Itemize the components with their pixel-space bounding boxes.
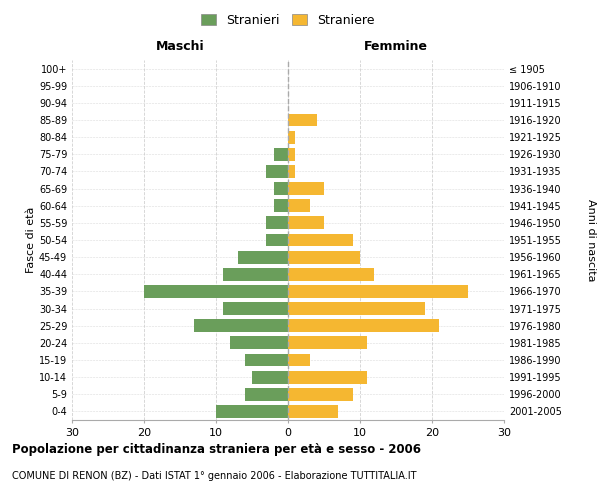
Bar: [288, 336, 367, 349]
Bar: [288, 250, 360, 264]
Bar: [288, 285, 468, 298]
Bar: [288, 354, 310, 366]
Bar: [274, 200, 288, 212]
Text: Popolazione per cittadinanza straniera per età e sesso - 2006: Popolazione per cittadinanza straniera p…: [12, 442, 421, 456]
Bar: [288, 302, 425, 315]
Bar: [223, 268, 288, 280]
Bar: [288, 370, 367, 384]
Bar: [245, 354, 288, 366]
Bar: [223, 302, 288, 315]
Bar: [274, 148, 288, 160]
Text: Maschi: Maschi: [155, 40, 205, 53]
Bar: [288, 216, 324, 230]
Bar: [288, 130, 295, 143]
Bar: [274, 182, 288, 195]
Bar: [288, 182, 324, 195]
Bar: [194, 320, 288, 332]
Bar: [252, 370, 288, 384]
Bar: [288, 114, 317, 126]
Bar: [216, 405, 288, 418]
Bar: [288, 234, 353, 246]
Bar: [288, 200, 310, 212]
Bar: [266, 165, 288, 178]
Bar: [288, 388, 353, 400]
Bar: [288, 268, 374, 280]
Bar: [288, 165, 295, 178]
Bar: [288, 148, 295, 160]
Bar: [144, 285, 288, 298]
Text: COMUNE DI RENON (BZ) - Dati ISTAT 1° gennaio 2006 - Elaborazione TUTTITALIA.IT: COMUNE DI RENON (BZ) - Dati ISTAT 1° gen…: [12, 471, 416, 481]
Text: Femmine: Femmine: [364, 40, 428, 53]
Bar: [288, 405, 338, 418]
Bar: [266, 234, 288, 246]
Bar: [288, 320, 439, 332]
Text: Anni di nascita: Anni di nascita: [586, 198, 596, 281]
Legend: Stranieri, Straniere: Stranieri, Straniere: [196, 8, 380, 32]
Bar: [230, 336, 288, 349]
Bar: [238, 250, 288, 264]
Bar: [266, 216, 288, 230]
Bar: [245, 388, 288, 400]
Y-axis label: Fasce di età: Fasce di età: [26, 207, 36, 273]
